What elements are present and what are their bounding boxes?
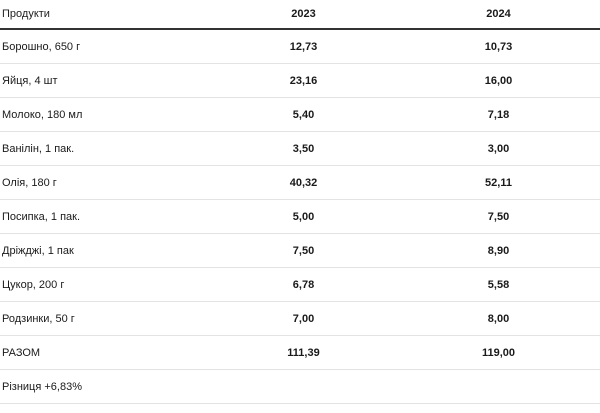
total-label: РАЗОМ <box>2 346 41 359</box>
price-2024: 5,58 <box>487 278 510 291</box>
price-2024: 8,00 <box>487 312 510 325</box>
price-2024: 7,50 <box>487 210 510 223</box>
price-2023: 23,16 <box>289 74 318 87</box>
table-row: Яйця, 4 шт 23,16 16,00 <box>0 64 600 98</box>
total-2024: 119,00 <box>481 346 516 359</box>
price-2023: 5,40 <box>292 108 315 121</box>
product-name: Цукор, 200 г <box>2 278 65 291</box>
table-row: Посипка, 1 пак. 5,00 7,50 <box>0 200 600 234</box>
product-name: Олія, 180 г <box>2 176 57 189</box>
table-header-row: Продукти 2023 2024 <box>0 0 600 30</box>
price-2024: 52,11 <box>485 176 512 189</box>
price-2023: 3,50 <box>292 142 315 155</box>
price-2023: 7,50 <box>292 244 315 257</box>
table-row: Борошно, 650 г 12,73 10,73 <box>0 30 600 64</box>
price-2024: 10,73 <box>484 40 513 53</box>
price-2024: 8,90 <box>487 244 510 257</box>
total-row: РАЗОМ 111,39 119,00 <box>0 336 600 370</box>
price-2023: 7,00 <box>292 312 315 325</box>
product-name: Ванілін, 1 пак. <box>2 142 75 155</box>
difference-row: Різниця +6,83% <box>0 370 600 404</box>
table-row: Дріжджі, 1 пак 7,50 8,90 <box>0 234 600 268</box>
table-row: Цукор, 200 г 6,78 5,58 <box>0 268 600 302</box>
product-name: Яйця, 4 шт <box>2 74 58 87</box>
total-2023: 111,39 <box>287 346 320 359</box>
price-2023: 40,32 <box>289 176 318 189</box>
product-name: Посипка, 1 пак. <box>2 210 81 223</box>
header-year-2023: 2023 <box>291 8 316 20</box>
price-2023: 6,78 <box>292 278 315 291</box>
header-products: Продукти <box>2 8 50 20</box>
price-2024: 16,00 <box>484 74 513 87</box>
product-name: Родзинки, 50 г <box>2 312 75 325</box>
table-row: Олія, 180 г 40,32 52,11 <box>0 166 600 200</box>
difference-note: Різниця +6,83% <box>2 380 82 393</box>
price-2024: 7,18 <box>487 108 510 121</box>
product-name: Борошно, 650 г <box>2 40 81 53</box>
price-2023: 5,00 <box>292 210 315 223</box>
table-row: Родзинки, 50 г 7,00 8,00 <box>0 302 600 336</box>
product-name: Дріжджі, 1 пак <box>2 244 74 257</box>
header-year-2024: 2024 <box>486 8 511 20</box>
table-row: Ванілін, 1 пак. 3,50 3,00 <box>0 132 600 166</box>
table-row: Молоко, 180 мл 5,40 7,18 <box>0 98 600 132</box>
price-table: Продукти 2023 2024 Борошно, 650 г 12,73 … <box>0 0 600 404</box>
product-name: Молоко, 180 мл <box>2 108 83 121</box>
price-2024: 3,00 <box>487 142 510 155</box>
price-2023: 12,73 <box>289 40 318 53</box>
